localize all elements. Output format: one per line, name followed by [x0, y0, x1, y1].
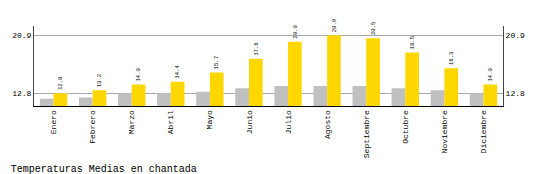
svg-text:15.7: 15.7	[213, 56, 220, 70]
svg-text:Septiembre: Septiembre	[362, 110, 371, 158]
svg-text:13.2: 13.2	[96, 74, 103, 88]
svg-text:20.9: 20.9	[331, 19, 338, 33]
svg-text:17.6: 17.6	[253, 42, 260, 56]
svg-text:14.0: 14.0	[135, 67, 142, 81]
svg-text:Mayo: Mayo	[205, 110, 214, 129]
svg-text:16.3: 16.3	[448, 51, 455, 65]
svg-text:14.0: 14.0	[487, 67, 494, 81]
svg-text:Febrero: Febrero	[88, 110, 97, 144]
svg-text:20.9: 20.9	[12, 31, 31, 40]
svg-text:Noviembre: Noviembre	[440, 110, 449, 153]
svg-text:Temperaturas Medias en chantad: Temperaturas Medias en chantada	[11, 164, 197, 174]
svg-text:20.0: 20.0	[292, 25, 299, 39]
svg-text:Julio: Julio	[284, 110, 293, 134]
svg-text:20.9: 20.9	[506, 31, 525, 40]
svg-text:Octubre: Octubre	[401, 110, 410, 144]
svg-text:14.4: 14.4	[174, 65, 181, 79]
svg-text:Enero: Enero	[49, 110, 58, 134]
svg-text:Agosto: Agosto	[323, 110, 332, 139]
svg-text:12.8: 12.8	[506, 89, 525, 98]
svg-text:12.8: 12.8	[57, 77, 64, 91]
svg-text:20.5: 20.5	[370, 21, 377, 35]
svg-text:Junio: Junio	[245, 110, 254, 134]
svg-text:12.8: 12.8	[12, 89, 31, 98]
svg-text:Marzo: Marzo	[127, 110, 136, 134]
svg-text:Abril: Abril	[166, 110, 175, 134]
svg-text:18.5: 18.5	[409, 35, 416, 49]
svg-text:Diciembre: Diciembre	[479, 110, 488, 153]
